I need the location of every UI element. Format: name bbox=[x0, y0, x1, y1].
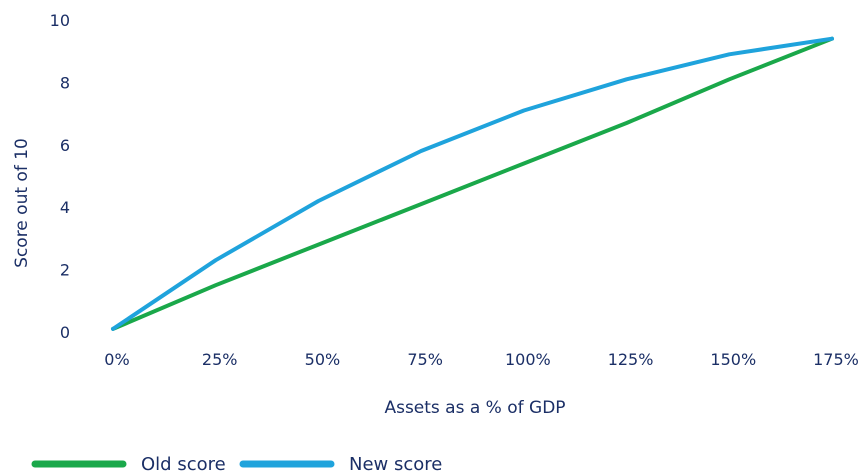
x-axis-ticks: 0% 25% 50% 75% 100% 125% 150% 175% bbox=[104, 350, 859, 369]
series-line-old-score bbox=[111, 36, 834, 331]
legend-label: New score bbox=[349, 454, 442, 475]
x-tick-label: 175% bbox=[813, 350, 859, 369]
y-axis-ticks: 0 2 4 6 8 10 bbox=[50, 11, 70, 342]
y-tick-label: 0 bbox=[60, 323, 70, 342]
x-tick-label: 150% bbox=[710, 350, 756, 369]
x-tick-label: 125% bbox=[608, 350, 654, 369]
y-tick-label: 10 bbox=[50, 11, 70, 30]
x-axis-title: Assets as a % of GDP bbox=[384, 398, 565, 418]
series-line-new-score bbox=[111, 36, 834, 331]
y-axis-title: Score out of 10 bbox=[12, 138, 32, 268]
series-lines bbox=[111, 36, 834, 331]
x-tick-label: 0% bbox=[104, 350, 129, 369]
legend-item: Old score bbox=[31, 454, 226, 475]
y-tick-label: 4 bbox=[60, 198, 70, 217]
legend-item: New score bbox=[239, 454, 442, 475]
y-tick-label: 6 bbox=[60, 136, 70, 155]
x-tick-label: 25% bbox=[202, 350, 238, 369]
y-tick-label: 2 bbox=[60, 261, 70, 280]
x-tick-label: 100% bbox=[505, 350, 551, 369]
legend: Old score New score bbox=[31, 454, 442, 475]
x-tick-label: 75% bbox=[407, 350, 443, 369]
y-tick-label: 8 bbox=[60, 73, 70, 92]
x-tick-label: 50% bbox=[305, 350, 341, 369]
legend-label: Old score bbox=[141, 454, 226, 475]
